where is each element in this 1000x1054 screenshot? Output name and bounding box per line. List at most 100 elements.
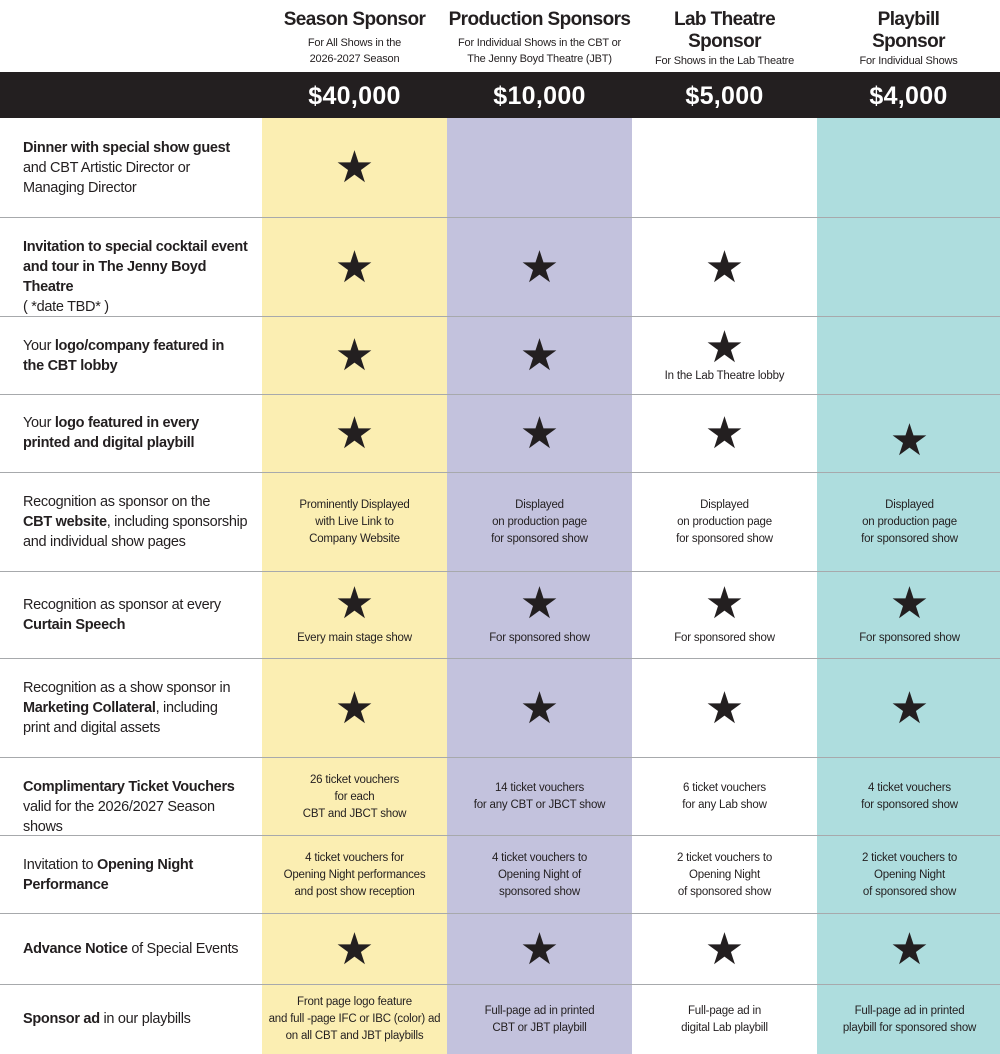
cell-note: Opening Night performances [283, 868, 426, 881]
cell-lab: ★ For sponsored show [632, 572, 817, 659]
row-divider [0, 984, 1000, 985]
benefit-label: Dinner with special show guest and CBT A… [23, 138, 253, 198]
label-text: Invitation to [23, 857, 97, 873]
header-title-line: Sponsor [688, 31, 761, 52]
header-title-line: Lab Theatre [673, 9, 776, 30]
star-icon: ★ [889, 683, 930, 733]
cell-note: Displayed [515, 499, 564, 511]
benefit-label: Recognition as sponsor on the CBT websit… [23, 492, 253, 552]
benefit-row-playbill-logo: Your logo featured in every printed and … [0, 395, 1000, 473]
cell-note: Full-page ad in [687, 1004, 762, 1017]
cell-note: and full -page IFC or IBC (color) ad [268, 1013, 441, 1025]
label-text: Recognition as sponsor at every [23, 597, 221, 613]
row-divider [0, 217, 1000, 218]
cell-note: on production page [492, 516, 587, 528]
cell-note: Opening Night of [497, 868, 582, 881]
cell-note: 26 ticket vouchers [309, 773, 400, 786]
cell-note: 4 ticket vouchers [868, 782, 951, 794]
cell-note: of sponsored show [677, 885, 772, 898]
cell-note: CBT and JBCT show [302, 807, 407, 820]
benefit-row-lobby-logo: Your logo/company featured in the CBT lo… [0, 317, 1000, 395]
cell-season: 26 ticket vouchers for each CBT and JBCT… [262, 758, 447, 836]
benefit-row-sponsor-ad: Sponsor ad in our playbills Front page l… [0, 985, 1000, 1054]
header-subtitle: For Individual Shows [859, 55, 958, 67]
benefit-label: Your logo featured in every printed and … [23, 413, 253, 453]
star-icon: ★ [519, 331, 560, 380]
label-bold: Curtain Speech [23, 617, 126, 633]
cell-note: on production page [677, 516, 772, 528]
cell-note: For sponsored show [674, 632, 775, 644]
cell-note: for each [334, 790, 375, 803]
benefit-label: Advance Notice of Special Events [23, 939, 253, 959]
cell-playbill: 4 ticket vouchers for sponsored show [817, 758, 1000, 836]
benefit-row-opening-night: Invitation to Opening Night Performance … [0, 836, 1000, 914]
cell-note: 4 ticket vouchers for [305, 851, 404, 864]
label-bold: logo/company featured in [54, 338, 225, 354]
label-bold: logo featured in every [54, 415, 199, 431]
header-season: Season Sponsor For All Shows in the 2026… [262, 0, 447, 72]
cell-season: 4 ticket vouchers for Opening Night perf… [262, 836, 447, 914]
header-subtitle: For Shows in the Lab Theatre [654, 55, 795, 67]
label-bold: Performance [23, 877, 109, 893]
header-title: Production Sponsors [448, 9, 631, 30]
header-title-line: Playbill [877, 9, 940, 30]
cell-lab: ★ [632, 659, 817, 758]
cell-note: In the Lab Theatre lobby [664, 369, 785, 382]
cell-lab: 6 ticket vouchers for any Lab show [632, 758, 817, 836]
playbill-column-band [817, 118, 1000, 1054]
label-text: in our playbills [99, 1011, 191, 1027]
cell-season: Front page logo feature and full -page I… [262, 985, 447, 1054]
benefit-label: Invitation to Opening Night Performance [23, 855, 253, 895]
cell-lab: 2 ticket vouchers to Opening Night of sp… [632, 836, 817, 914]
cell-note: Full-page ad in printed [854, 1004, 965, 1017]
cell-note: For sponsored show [489, 632, 590, 644]
label-text: Your [23, 338, 55, 354]
cell-season: ★ [262, 317, 447, 395]
label-bold: Complimentary Ticket Vouchers [23, 779, 235, 795]
header-subtitle-line: The Jenny Boyd Theatre (JBT) [467, 53, 612, 65]
cell-note: Displayed [700, 499, 749, 511]
cell-note: on production page [862, 516, 957, 528]
cell-season: Prominently Displayed with Live Link to … [262, 473, 447, 572]
cell-note: on all CBT and JBT playbills [285, 1030, 424, 1042]
star-icon: ★ [889, 924, 930, 974]
star-icon: ★ [334, 579, 375, 628]
price-season: $40,000 [308, 82, 401, 110]
star-icon: ★ [704, 683, 745, 733]
star-icon: ★ [704, 322, 745, 372]
cell-production: ★ [447, 218, 632, 317]
star-icon: ★ [519, 409, 560, 458]
star-icon: ★ [334, 331, 375, 380]
label-bold: Dinner with special show guest [23, 140, 230, 156]
star-icon: ★ [889, 416, 930, 465]
header-subtitle: For Individual Shows in the CBT or The J… [447, 35, 632, 67]
cell-playbill: ★ [817, 659, 1000, 758]
cell-playbill: ★ For sponsored show [817, 572, 1000, 659]
header-title: Season Sponsor [283, 9, 426, 30]
benefit-label: Complimentary Ticket Vouchers valid for … [23, 777, 253, 837]
cell-season: ★ [262, 218, 447, 317]
season-column-band [262, 118, 447, 1054]
cell-note: Opening Night [689, 868, 760, 881]
cell-note: 6 ticket vouchers [683, 782, 766, 794]
label-text: and individual show pages [23, 534, 186, 550]
row-divider [0, 472, 1000, 473]
star-icon: ★ [704, 409, 745, 458]
price-playbill: $4,000 [869, 82, 948, 110]
cell-season: ★ [262, 914, 447, 985]
label-text: valid for the 2026/2027 Season shows [23, 799, 215, 835]
star-icon: ★ [334, 143, 375, 192]
cell-lab: ★ [632, 914, 817, 985]
benefit-row-ticket-vouchers: Complimentary Ticket Vouchers valid for … [0, 758, 1000, 836]
cell-production: ★ [447, 659, 632, 758]
label-bold: Opening Night [97, 857, 193, 873]
label-text: , including sponsorship [106, 514, 248, 530]
cell-playbill: Displayed on production page for sponsor… [817, 473, 1000, 572]
cell-lab: Full-page ad in digital Lab playbill [632, 985, 817, 1054]
header-subtitle: For All Shows in the 2026-2027 Season [262, 35, 447, 67]
cell-playbill: Full-page ad in printed playbill for spo… [817, 985, 1000, 1054]
header-playbill: Playbill Sponsor For Individual Shows [817, 0, 1000, 72]
star-icon: ★ [334, 409, 375, 458]
label-bold: and tour in The Jenny Boyd Theatre [23, 259, 207, 295]
